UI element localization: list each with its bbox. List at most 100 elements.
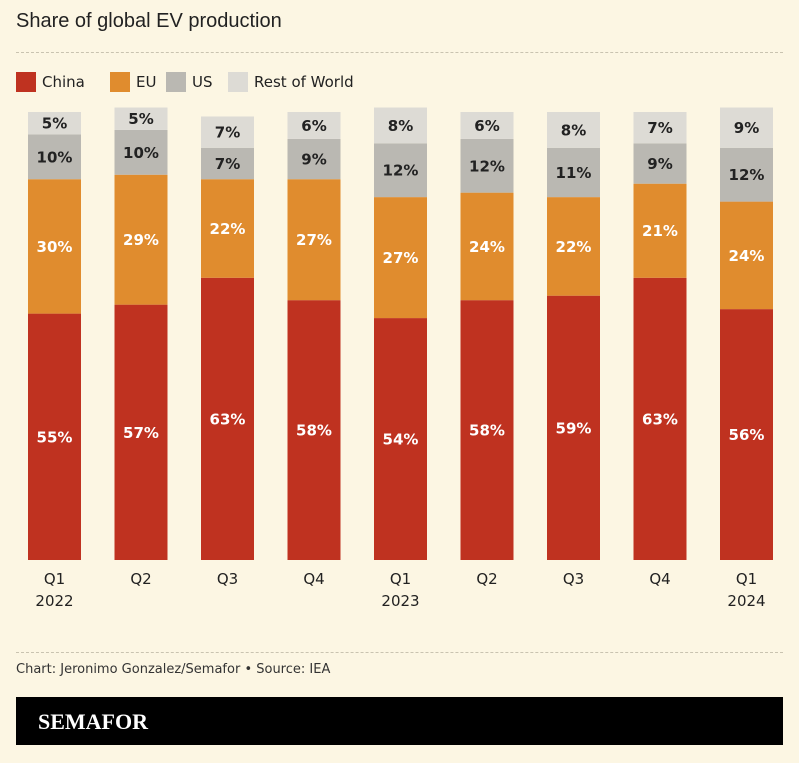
x-tick-label: Q1 2023 bbox=[381, 570, 420, 610]
data-label: 11% bbox=[556, 164, 592, 182]
source-note: Chart: Jeronimo Gonzalez/Semafor • Sourc… bbox=[16, 662, 331, 677]
bar-segment bbox=[720, 309, 773, 560]
bar-segment bbox=[374, 107, 427, 144]
bar-segment bbox=[28, 179, 81, 314]
data-label: 54% bbox=[383, 431, 419, 449]
data-label: 27% bbox=[383, 249, 419, 267]
bar-segment bbox=[201, 179, 254, 278]
data-label: 7% bbox=[215, 155, 240, 173]
legend-label: US bbox=[192, 73, 213, 91]
bar-segment bbox=[287, 300, 341, 560]
data-label: 58% bbox=[296, 422, 332, 440]
bar-segment bbox=[287, 179, 341, 301]
data-label: 56% bbox=[729, 426, 765, 444]
data-label: 10% bbox=[37, 148, 73, 166]
legend-label: EU bbox=[136, 73, 157, 91]
data-label: 7% bbox=[215, 124, 240, 142]
legend-swatch bbox=[166, 72, 186, 92]
legend-label: Rest of World bbox=[254, 73, 354, 91]
bar-segment bbox=[201, 116, 254, 148]
data-label: 9% bbox=[647, 155, 672, 173]
bar-segment bbox=[633, 112, 687, 144]
bar-segment bbox=[460, 192, 514, 301]
bar-segment bbox=[114, 304, 168, 560]
bar-segment bbox=[287, 112, 341, 139]
chart-title: Share of global EV production bbox=[16, 10, 282, 32]
bar-segment bbox=[633, 183, 687, 278]
legend-item: EU bbox=[110, 72, 156, 92]
data-label: 29% bbox=[123, 231, 159, 249]
bar-segment bbox=[374, 318, 427, 560]
bar-segment bbox=[28, 313, 81, 560]
x-tick-label: Q3 bbox=[562, 570, 585, 588]
divider bbox=[16, 652, 783, 653]
data-label: 9% bbox=[734, 119, 759, 137]
data-label: 8% bbox=[388, 117, 413, 135]
x-tick-label: Q3 bbox=[216, 570, 239, 588]
x-tick-label: Q2 bbox=[130, 570, 152, 588]
bar-segment bbox=[460, 138, 514, 193]
footer: SEMAFOR bbox=[16, 697, 783, 745]
bar-segment bbox=[114, 129, 168, 175]
data-label: 12% bbox=[383, 162, 419, 180]
bar-segment bbox=[114, 107, 168, 130]
bar-segment bbox=[114, 174, 168, 305]
legend-item: China bbox=[16, 72, 85, 92]
data-label: 12% bbox=[729, 166, 765, 184]
data-label: 63% bbox=[210, 410, 246, 428]
bar-segment bbox=[633, 143, 687, 184]
data-label: 55% bbox=[37, 428, 73, 446]
bar-segment bbox=[547, 147, 600, 198]
data-label: 21% bbox=[642, 222, 678, 240]
data-label: 12% bbox=[469, 157, 505, 175]
bar-segment bbox=[374, 197, 427, 319]
x-tick-label: Q1 2022 bbox=[35, 570, 74, 610]
bar-segment bbox=[374, 143, 427, 198]
data-label: 6% bbox=[301, 117, 326, 135]
legend-swatch bbox=[228, 72, 248, 92]
bar-segment bbox=[460, 300, 514, 560]
bar-segment bbox=[720, 201, 773, 310]
data-label: 30% bbox=[37, 238, 73, 256]
bar-segment bbox=[547, 295, 600, 560]
data-label: 22% bbox=[556, 238, 592, 256]
bar-segment bbox=[633, 277, 687, 560]
data-label: 24% bbox=[729, 247, 765, 265]
chart: 55% 30% 10% 5% 57% 29% 10% 5% 63% 22% 7% 7% 58% 27% 9%… bbox=[28, 107, 773, 560]
data-label: 24% bbox=[469, 238, 505, 256]
data-label: 58% bbox=[469, 422, 505, 440]
legend-item: Rest of World bbox=[228, 72, 354, 92]
x-tick-label: Q4 bbox=[649, 570, 671, 588]
data-label: 10% bbox=[123, 144, 159, 162]
bar-segment bbox=[547, 197, 600, 296]
bar-segment bbox=[720, 107, 773, 148]
data-label: 22% bbox=[210, 220, 246, 238]
data-label: 6% bbox=[474, 117, 499, 135]
bar-segment bbox=[720, 147, 773, 202]
data-label: 63% bbox=[642, 410, 678, 428]
bar-segment bbox=[460, 112, 514, 139]
divider bbox=[16, 52, 783, 53]
bar-segment bbox=[287, 138, 341, 180]
legend-label: China bbox=[42, 73, 85, 91]
bar-segment bbox=[28, 134, 81, 180]
legend-swatch bbox=[16, 72, 36, 92]
bar-segment bbox=[201, 277, 254, 560]
data-label: 5% bbox=[42, 115, 67, 133]
data-label: 5% bbox=[128, 110, 153, 128]
data-label: 59% bbox=[556, 419, 592, 437]
brand-logo: SEMAFOR bbox=[38, 709, 148, 734]
bar-segment bbox=[28, 112, 81, 135]
data-label: 7% bbox=[647, 119, 672, 137]
data-label: 9% bbox=[301, 151, 326, 169]
bar-segment bbox=[201, 147, 254, 180]
legend-item: US bbox=[166, 72, 213, 92]
data-label: 57% bbox=[123, 424, 159, 442]
data-label: 8% bbox=[561, 121, 586, 139]
x-tick-label: Q4 bbox=[303, 570, 325, 588]
data-label: 27% bbox=[296, 231, 332, 249]
x-tick-label: Q1 2024 bbox=[727, 570, 766, 610]
legend-swatch bbox=[110, 72, 130, 92]
x-tick-label: Q2 bbox=[476, 570, 498, 588]
